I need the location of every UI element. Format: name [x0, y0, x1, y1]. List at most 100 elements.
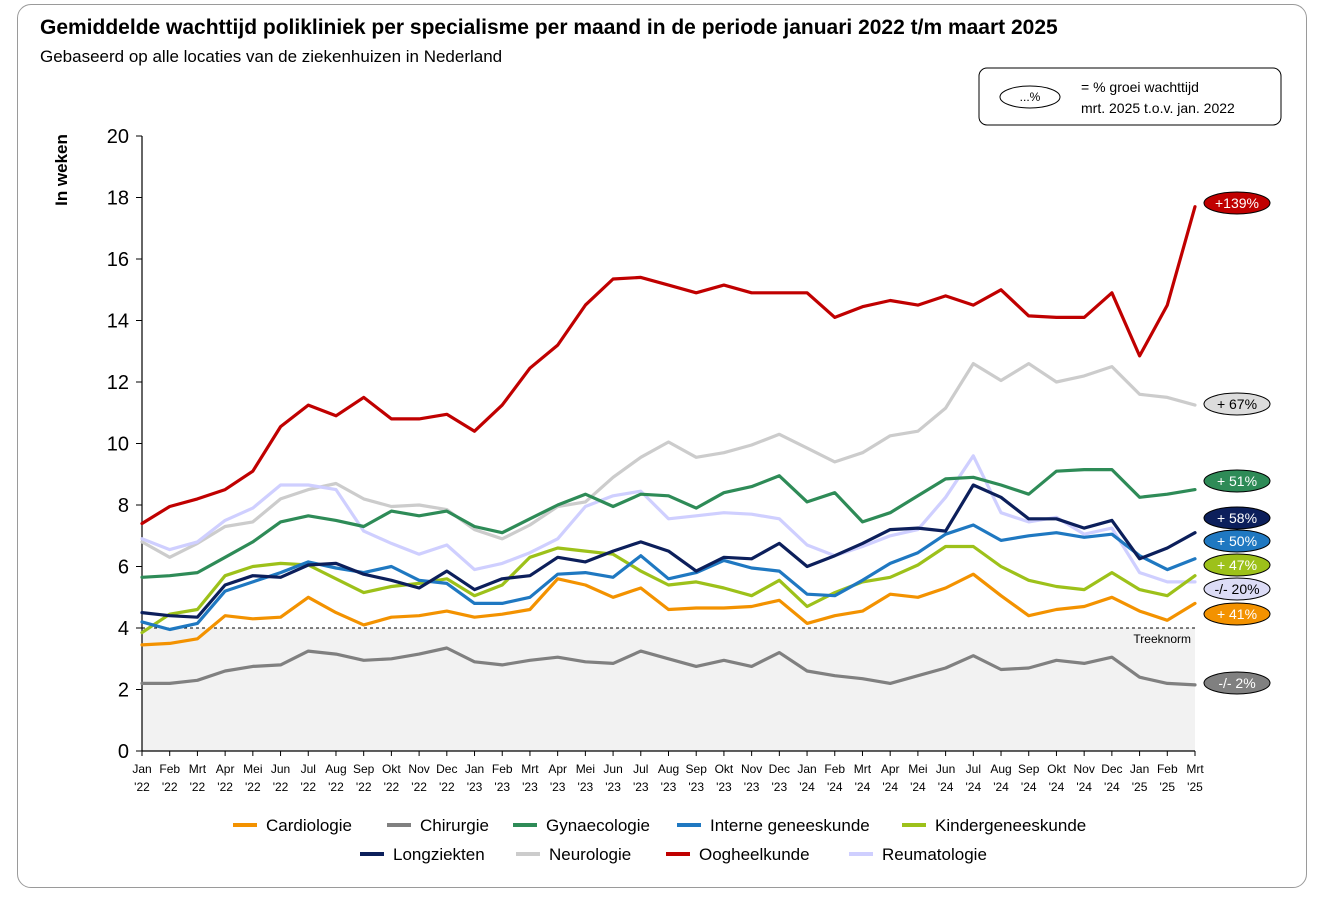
legend-item: Neurologie: [516, 845, 631, 864]
chart-title: Gemiddelde wachttijd polikliniek per spe…: [40, 16, 1058, 39]
legend-item: Interne geneeskunde: [677, 816, 870, 835]
y-axis-label: In weken: [52, 134, 71, 206]
legend-label: Cardiologie: [266, 816, 352, 835]
legend-label: Gynaecologie: [546, 816, 650, 835]
y-tick-label: 20: [107, 126, 129, 148]
growth-badge: +139%: [1203, 191, 1271, 215]
y-tick-label: 8: [118, 495, 129, 517]
x-tick-year: '24: [882, 780, 898, 794]
x-tick-year: '24: [799, 780, 815, 794]
chart-subtitle: Gebaseerd op alle locaties van de zieken…: [40, 47, 503, 66]
x-tick-month: Nov: [1073, 762, 1094, 776]
y-tick-label: 16: [107, 249, 129, 271]
growth-badge-shape: [1203, 577, 1271, 601]
x-tick-year: '22: [411, 780, 427, 794]
x-tick-year: '22: [384, 780, 400, 794]
x-tick-year: '24: [827, 780, 843, 794]
x-tick-year: '22: [134, 780, 150, 794]
legend-label: Longziekten: [393, 845, 485, 864]
x-tick-year: '24: [938, 780, 954, 794]
x-tick-year: '23: [494, 780, 510, 794]
x-tick-year: '24: [910, 780, 926, 794]
legend-label: Kindergeneeskunde: [935, 816, 1086, 835]
series-line-cardiologie: [140, 572, 1197, 647]
x-tick-year: '22: [217, 780, 233, 794]
x-tick-year: '24: [855, 780, 871, 794]
x-tick-year: '22: [439, 780, 455, 794]
x-tick-year: '23: [661, 780, 677, 794]
x-tick-month: Apr: [881, 762, 900, 776]
series-line-chirurgie: [140, 646, 1197, 687]
y-tick-label: 18: [107, 188, 129, 210]
growth-badge: + 58%: [1203, 506, 1271, 530]
x-tick-month: Apr: [548, 762, 567, 776]
growth-badge-shape: [1203, 529, 1271, 553]
growth-badge-label: -/- 2%: [1218, 675, 1255, 691]
x-tick-year: '24: [1076, 780, 1092, 794]
growth-badge-label: -/- 20%: [1214, 581, 1259, 597]
legend-item: Kindergeneeskunde: [902, 816, 1086, 835]
x-tick-month: Mrt: [1186, 762, 1204, 776]
x-tick-year: '23: [578, 780, 594, 794]
x-tick-month: Jan: [132, 762, 151, 776]
y-tick-label: 2: [118, 680, 129, 702]
x-tick-month: Apr: [216, 762, 235, 776]
x-tick-month: Feb: [159, 762, 180, 776]
growth-badge-shape: [1203, 602, 1271, 626]
x-tick-month: Okt: [715, 762, 734, 776]
x-tick-month: Jun: [603, 762, 622, 776]
x-tick-year: '22: [245, 780, 261, 794]
x-tick-year: '23: [633, 780, 649, 794]
x-tick-month: Jul: [633, 762, 648, 776]
x-tick-month: Jul: [301, 762, 316, 776]
x-tick-month: Jan: [1130, 762, 1149, 776]
x-tick-year: '24: [1021, 780, 1037, 794]
legend-item: Oogheelkunde: [666, 845, 810, 864]
y-tick-label: 12: [107, 372, 129, 394]
legend-item: Reumatologie: [849, 845, 987, 864]
growth-badge-label: +139%: [1215, 195, 1259, 211]
series-line-longziekten: [140, 483, 1197, 619]
x-tick-month: Sep: [686, 762, 708, 776]
growth-badge-label: + 47%: [1217, 557, 1257, 573]
growth-badge: + 47%: [1203, 553, 1271, 577]
x-tick-month: Jan: [797, 762, 816, 776]
x-tick-month: Mei: [243, 762, 262, 776]
growth-badge: -/- 2%: [1203, 671, 1271, 695]
x-tick-year: '23: [744, 780, 760, 794]
legend-item: Cardiologie: [233, 816, 352, 835]
x-tick-month: Mei: [908, 762, 927, 776]
x-tick-month: Mrt: [521, 762, 539, 776]
norm-label: Treeknorm: [1133, 632, 1191, 646]
x-tick-month: Mrt: [854, 762, 872, 776]
norm-area: [142, 628, 1195, 751]
legend-label: Neurologie: [549, 845, 631, 864]
x-tick-month: Okt: [382, 762, 401, 776]
x-tick-month: Dec: [769, 762, 790, 776]
legend-item: Gynaecologie: [513, 816, 650, 835]
growth-badge-shape: [1203, 553, 1271, 577]
key-badge-shape: [999, 85, 1061, 109]
x-tick-month: Nov: [408, 762, 429, 776]
x-tick-year: '25: [1132, 780, 1148, 794]
growth-badge: + 41%: [1203, 602, 1271, 626]
x-tick-month: Sep: [1018, 762, 1040, 776]
x-tick-year: '23: [550, 780, 566, 794]
x-tick-year: '23: [772, 780, 788, 794]
legend-item: Longziekten: [360, 845, 485, 864]
growth-badge-shape: [1203, 469, 1271, 493]
x-tick-month: Jul: [966, 762, 981, 776]
growth-badge-shape: [1203, 191, 1271, 215]
x-tick-month: Mei: [576, 762, 595, 776]
x-tick-year: '25: [1187, 780, 1203, 794]
growth-badge-label: + 58%: [1217, 510, 1257, 526]
growth-badge-label: + 51%: [1217, 473, 1257, 489]
y-tick-label: 10: [107, 434, 129, 456]
series-line-gynaecologie: [140, 468, 1197, 579]
x-tick-month: Aug: [658, 762, 679, 776]
x-tick-year: '23: [716, 780, 732, 794]
x-tick-year: '23: [688, 780, 704, 794]
x-tick-month: Nov: [741, 762, 762, 776]
x-tick-month: Feb: [1157, 762, 1178, 776]
